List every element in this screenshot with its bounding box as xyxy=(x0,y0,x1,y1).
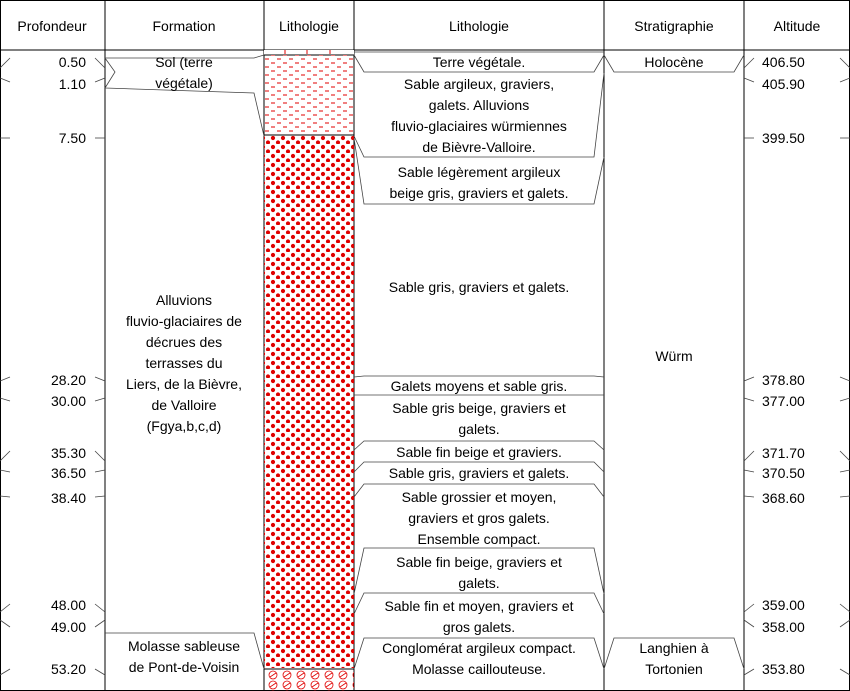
header-formation: Formation xyxy=(152,18,215,34)
altitude-label: 359.00 xyxy=(762,597,805,613)
altitude-label: 371.70 xyxy=(762,445,805,461)
stratigraphy-labels: Holocène Würm Langhien à Tortonien xyxy=(639,54,709,677)
depth-label: 36.50 xyxy=(51,465,86,481)
altitude-ticks xyxy=(743,57,850,676)
depth-label: 35.30 xyxy=(51,445,86,461)
formation-line: terrasses du xyxy=(145,355,222,371)
formation-line: de Valloire xyxy=(151,397,216,413)
lithology-description-line: graviers et gros galets. xyxy=(408,510,550,526)
depth-label: 0.50 xyxy=(59,54,86,70)
stratigraphy-line: Holocène xyxy=(644,54,703,70)
lithology-description-line: Sable fin et moyen, graviers et xyxy=(384,598,573,614)
depth-label: 48.00 xyxy=(51,597,86,613)
formation-line: Molasse sableuse xyxy=(128,638,240,654)
lithology-column xyxy=(264,50,354,691)
depth-label: 1.10 xyxy=(59,76,86,92)
formation-line: décrues des xyxy=(146,334,222,350)
altitude-label: 406.50 xyxy=(762,54,805,70)
header-row: Profondeur Formation Lithologie Litholog… xyxy=(17,18,820,34)
lithology-description-line: de Bièvre-Valloire. xyxy=(422,139,535,155)
lithology-description-line: Galets moyens et sable gris. xyxy=(391,378,568,394)
header-lithologie-description: Lithologie xyxy=(449,18,509,34)
altitude-label: 377.00 xyxy=(762,393,805,409)
lithology-description-line: Ensemble compact. xyxy=(418,531,541,547)
formation-line: de Pont-de-Voisin xyxy=(129,659,240,675)
depth-label: 30.00 xyxy=(51,393,86,409)
stratigraphy-line: Würm xyxy=(655,348,692,364)
header-profondeur: Profondeur xyxy=(17,18,87,34)
formation-boxes xyxy=(104,54,265,670)
depth-label: 49.00 xyxy=(51,619,86,635)
lithology-description-line: Sable gris beige, graviers et xyxy=(392,400,566,416)
formation-line: fluvio-glaciaires de xyxy=(126,313,242,329)
depth-ticks xyxy=(0,57,106,676)
lithology-description-line: Sable gris, graviers et galets. xyxy=(389,279,570,295)
depth-label: 7.50 xyxy=(59,130,86,146)
header-lithologie-column: Lithologie xyxy=(279,18,339,34)
lithology-soil-band xyxy=(264,50,354,55)
formation-line: Alluvions xyxy=(156,292,212,308)
altitude-label: 378.80 xyxy=(762,372,805,388)
altitude-labels: 406.50 405.90 399.50 378.80 377.00 371.70 370.… xyxy=(762,54,805,677)
lithology-clayey-sand xyxy=(264,55,354,135)
formation-line: Sol (terre xyxy=(155,54,213,70)
depth-labels: 0.50 1.10 7.50 28.20 30.00 35.30 36.50 38.40 48.… xyxy=(51,54,86,677)
lithology-description-line: galets. xyxy=(458,575,499,591)
stratigraphy-line: Langhien à xyxy=(639,640,709,656)
lithology-description-line: Sable argileux, graviers, xyxy=(404,76,554,92)
lithology-gravel-sand xyxy=(264,136,354,668)
lithology-description-line: Sable légèrement argileux xyxy=(398,164,561,180)
altitude-label: 353.80 xyxy=(762,661,805,677)
altitude-label: 368.60 xyxy=(762,490,805,506)
formation-line: (Fgya,b,c,d) xyxy=(147,418,222,434)
lithology-description-line: Sable fin beige et graviers. xyxy=(396,444,562,460)
depth-label: 38.40 xyxy=(51,490,86,506)
depth-label: 28.20 xyxy=(51,372,86,388)
stratigraphy-connectors xyxy=(603,54,745,670)
lithology-description-line: fluvio-glaciaires würmiennes xyxy=(391,118,567,134)
lithology-description-line: beige gris, graviers et galets. xyxy=(390,185,569,201)
header-stratigraphie: Stratigraphie xyxy=(634,18,714,34)
lithology-molasse xyxy=(264,670,354,691)
depth-label: 53.20 xyxy=(51,661,86,677)
lithology-description-line: Sable gris, graviers et galets. xyxy=(389,465,570,481)
lithology-description-line: Sable grossier et moyen, xyxy=(402,489,557,505)
stratigraphy-line: Tortonien xyxy=(645,661,703,677)
altitude-label: 399.50 xyxy=(762,130,805,146)
lithology-description-line: galets. Alluvions xyxy=(429,97,529,113)
formation-line: végétale) xyxy=(155,75,213,91)
altitude-label: 370.50 xyxy=(762,465,805,481)
lithology-description-line: Sable fin beige, graviers et xyxy=(396,554,562,570)
formation-line: Liers, de la Bièvre, xyxy=(126,376,242,392)
header-altitude: Altitude xyxy=(774,18,821,34)
lithology-description-line: galets. xyxy=(458,421,499,437)
formation-labels: Sol (terre végétale) Alluvions fluvio-glaci… xyxy=(126,54,242,675)
lithology-description-line: Terre végétale. xyxy=(433,54,526,70)
lithology-description-labels: Terre végétale. Sable argileux, graviers,… xyxy=(382,54,576,677)
description-connectors xyxy=(353,51,605,670)
altitude-label: 405.90 xyxy=(762,76,805,92)
altitude-label: 358.00 xyxy=(762,619,805,635)
lithology-description-line: Molasse caillouteuse. xyxy=(412,661,546,677)
lithology-description-line: gros galets. xyxy=(443,619,515,635)
lithology-description-line: Conglomérat argileux compact. xyxy=(382,640,576,656)
